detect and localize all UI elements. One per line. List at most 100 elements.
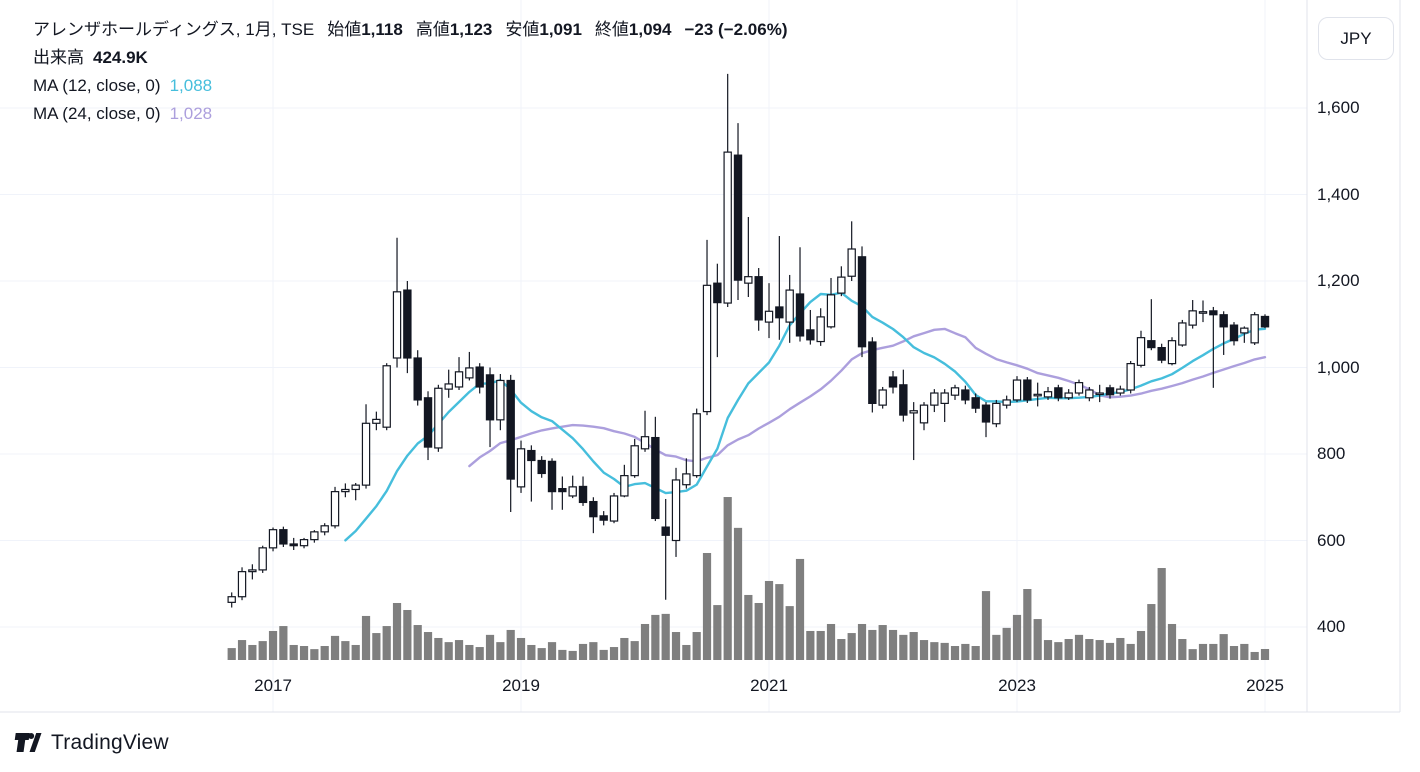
candle-up bbox=[1198, 311, 1208, 314]
change-value: −23 (−2.06%) bbox=[684, 20, 788, 39]
volume-bar bbox=[640, 623, 650, 660]
volume-bar bbox=[434, 637, 443, 660]
time-axis[interactable]: 2017 2019 2021 2023 2025 bbox=[0, 668, 1307, 712]
candle-down bbox=[899, 384, 908, 416]
candle-up bbox=[744, 276, 753, 284]
candle-up bbox=[516, 448, 526, 488]
volume-bar bbox=[981, 591, 991, 660]
volume-bar bbox=[454, 640, 464, 660]
volume-bar bbox=[764, 580, 774, 660]
candle-up bbox=[465, 367, 474, 379]
price-axis[interactable]: 400 600 800 1,000 1,200 1,400 1,600 bbox=[1307, 0, 1400, 712]
candle-up bbox=[341, 488, 350, 493]
ma24-line bbox=[468, 327, 1267, 468]
candle-up bbox=[392, 291, 402, 359]
candle-up bbox=[785, 289, 794, 323]
candle-up bbox=[1095, 392, 1104, 396]
candle-up bbox=[1240, 327, 1249, 334]
candle-up bbox=[764, 310, 774, 323]
candle-down bbox=[733, 154, 743, 281]
ma24-value: 1,028 bbox=[169, 104, 213, 123]
candle-down bbox=[578, 485, 588, 504]
candle-down bbox=[775, 306, 784, 319]
currency-toggle-button[interactable]: JPY bbox=[1318, 17, 1394, 60]
volume-bar bbox=[589, 642, 598, 660]
candle-down bbox=[971, 397, 980, 409]
volume-bar bbox=[413, 625, 422, 660]
volume-bar bbox=[919, 640, 929, 660]
low-value: 安値1,091 bbox=[505, 20, 582, 39]
time-axis-label: 2023 bbox=[998, 676, 1036, 695]
volume-bar bbox=[1002, 627, 1011, 660]
volume-bar bbox=[496, 642, 505, 660]
candle-down bbox=[1023, 379, 1032, 401]
volume-bar bbox=[465, 644, 474, 660]
volume-bar bbox=[992, 634, 1001, 660]
volume-bar bbox=[1250, 651, 1259, 660]
volume-bar bbox=[651, 614, 660, 660]
time-axis-label: 2017 bbox=[254, 676, 292, 695]
volume-bar bbox=[1126, 643, 1135, 660]
volume-bar bbox=[227, 648, 236, 660]
candle-down bbox=[1229, 324, 1239, 342]
volume-bar bbox=[1219, 634, 1228, 660]
price-axis-label: 400 bbox=[1317, 617, 1346, 636]
candle-down bbox=[413, 357, 422, 401]
volume-bar bbox=[1012, 614, 1022, 660]
volume-bar bbox=[609, 647, 619, 660]
price-axis-label: 1,000 bbox=[1317, 357, 1360, 377]
candle-up bbox=[692, 413, 701, 477]
candle-up bbox=[1012, 379, 1022, 401]
volume-row: 出来高 424.9K bbox=[33, 47, 787, 75]
ma12-line bbox=[344, 291, 1267, 542]
volume-bar bbox=[506, 629, 515, 660]
volume-bar bbox=[899, 634, 908, 660]
symbol-title[interactable]: アレンザホールディングス, 1月, TSE bbox=[33, 20, 315, 39]
ma12-row[interactable]: MA (12, close, 0) 1,088 bbox=[33, 75, 787, 103]
candle-up bbox=[310, 531, 319, 541]
volume-bar bbox=[878, 625, 887, 660]
candle-up bbox=[361, 422, 371, 486]
tradingview-logo-text: TradingView bbox=[51, 731, 169, 754]
candle-down bbox=[888, 376, 898, 388]
volume-bar bbox=[971, 646, 980, 660]
candle-up bbox=[299, 539, 309, 547]
volume-bar bbox=[392, 602, 402, 660]
candle-up bbox=[1167, 340, 1177, 365]
candle-up bbox=[1033, 393, 1042, 397]
volume-bar bbox=[310, 649, 319, 660]
candle-down bbox=[599, 515, 608, 521]
chart-legend[interactable]: アレンザホールディングス, 1月, TSE 始値1,118 高値1,123 安値… bbox=[33, 19, 787, 131]
candle-down bbox=[661, 526, 670, 536]
volume-bar bbox=[1074, 634, 1084, 660]
volume-bar bbox=[1095, 640, 1104, 660]
candle-down bbox=[651, 436, 660, 520]
candle-up bbox=[950, 387, 960, 396]
candle-up bbox=[682, 473, 691, 486]
candle-up bbox=[268, 529, 278, 549]
candle-up bbox=[940, 392, 949, 404]
tradingview-logo[interactable]: TradingView bbox=[12, 731, 169, 755]
volume-bar bbox=[620, 637, 629, 660]
candle-down bbox=[279, 529, 288, 545]
candle-up bbox=[992, 402, 1001, 425]
volume-bar bbox=[888, 629, 898, 660]
candle-up bbox=[1043, 391, 1053, 398]
ma24-row[interactable]: MA (24, close, 0) 1,028 bbox=[33, 103, 787, 131]
volume-bar bbox=[547, 642, 557, 660]
candle-up bbox=[568, 486, 577, 497]
volume-bar bbox=[682, 644, 691, 660]
candle-down bbox=[506, 379, 515, 480]
candle-down bbox=[1147, 340, 1156, 349]
volume-bar bbox=[403, 609, 412, 660]
volume-bar bbox=[868, 629, 877, 660]
volume-bar bbox=[1054, 642, 1063, 660]
volume-bar bbox=[1188, 649, 1197, 660]
volume-bar bbox=[527, 644, 536, 660]
candle-up bbox=[1074, 382, 1084, 394]
candle-down bbox=[857, 256, 867, 348]
candle-down bbox=[547, 460, 557, 493]
volume-bar bbox=[537, 648, 546, 660]
